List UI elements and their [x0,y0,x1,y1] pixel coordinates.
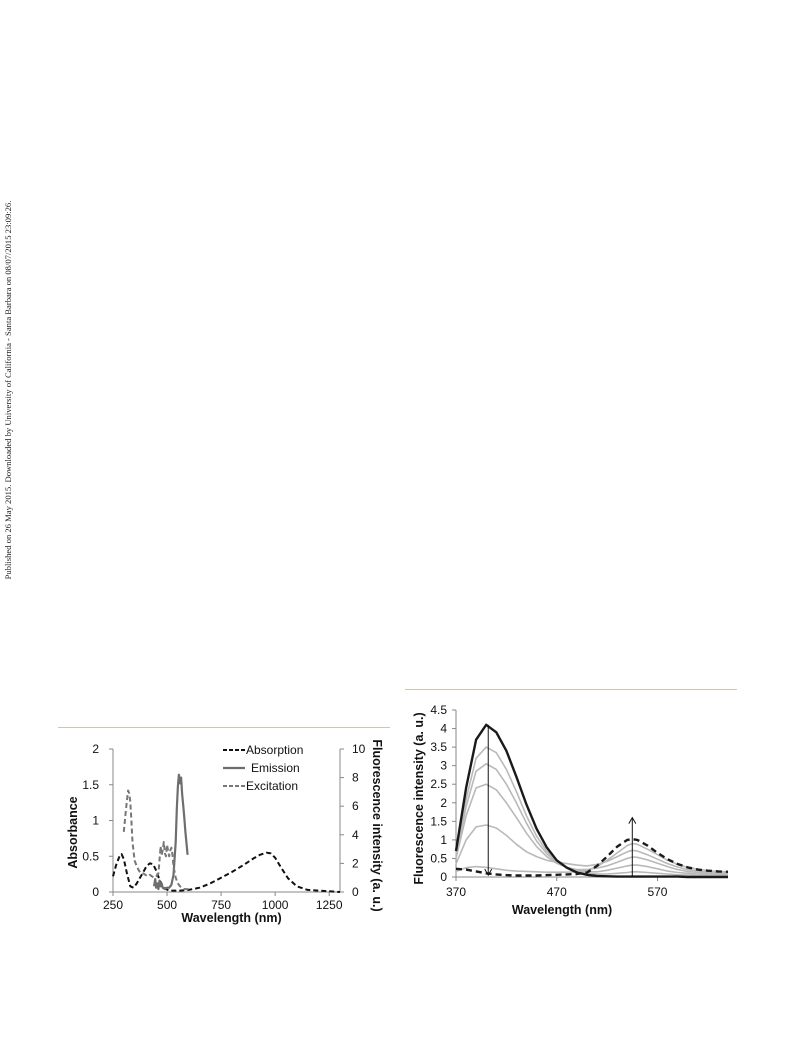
legend-label-absorption: Absorption [246,743,303,757]
y-tick-label: 1.5 [430,814,447,828]
x-tick-label: 250 [103,898,123,912]
y-axis-label: Fluorescence intensity (a. u.) [412,712,426,884]
x-tick-label: 570 [647,885,667,899]
y-tick-label: 4 [440,722,447,736]
y2-tick-label: 8 [352,771,359,785]
y-tick-label: 3.5 [430,740,447,754]
series-line-absorption [112,851,341,893]
titration-curve-7 [455,837,729,877]
titration-curve-3 [455,763,729,877]
y-tick-label: 4.5 [430,703,447,717]
x-tick-label: 370 [446,885,466,899]
titration-curve-4 [455,783,729,876]
y-tick-label: 3 [440,759,447,773]
y-tick-label: 2.5 [430,777,447,791]
y2-tick-label: 10 [352,742,366,756]
x-axis-label: Wavelength (nm) [181,911,281,925]
y2-tick-label: 6 [352,799,359,813]
x-tick-label: 500 [157,898,177,912]
legend-label-excitation: Excitation [246,779,298,793]
y2-tick-label: 2 [352,856,359,870]
x-axis-label: Wavelength (nm) [512,903,612,917]
x-tick-label: 750 [211,898,231,912]
y2-tick-label: 0 [352,885,359,899]
arrow-head-up [628,816,637,824]
y-tick-label: 0.5 [430,851,447,865]
y-axis-label: Absorbance [66,796,80,868]
y-tick-label: 0 [92,885,99,899]
arrow-head-down [484,868,493,877]
titration-curve-1 [454,723,728,879]
y-tick-label: 0 [440,870,447,884]
y2-tick-label: 4 [352,828,359,842]
absorption-emission-chart: 0 0.5 1 1.5 2 0 2 4 6 8 10 250 500 750 1000 1250 Wavelen… [66,739,384,925]
y-tick-label: 1.5 [82,778,99,792]
x-tick-label: 470 [547,885,567,899]
fluorescence-titration-chart: 0 0.5 1 1.5 2 2.5 3 3.5 4 4.5 370 470 570 Wavelength … [412,703,729,917]
section-divider-left [58,727,390,728]
publication-note: Published on 26 May 2015. Downloaded by … [3,200,13,580]
section-divider-right [405,689,737,690]
series-line-excitation [122,789,189,891]
legend-label-emission: Emission [251,761,300,775]
y2-axis-label: Fluorescence intensity (a. u.) [370,739,384,911]
titration-curve-2 [455,746,728,878]
y-tick-label: 1 [92,814,99,828]
y-tick-label: 1 [440,833,447,847]
x-tick-label: 1250 [316,898,343,912]
series-line-emission [153,773,189,891]
y-tick-label: 2 [440,796,447,810]
y-tick-label: 0.5 [82,849,99,863]
x-tick-label: 1000 [262,898,289,912]
y-tick-label: 2 [92,742,99,756]
